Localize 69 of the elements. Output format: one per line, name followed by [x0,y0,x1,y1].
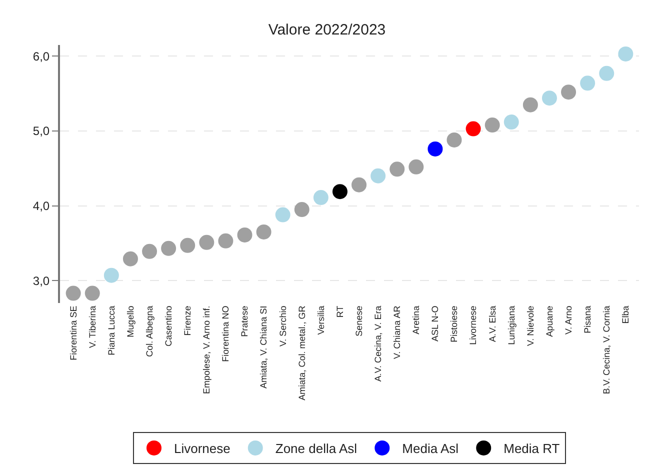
point [428,141,443,156]
x-tick-label: Piana Lucca [106,306,116,356]
point [199,234,214,250]
x-tick-label: Fiorentina NO [220,306,231,362]
point [142,244,158,259]
x-tick-label: Casentino [163,306,174,346]
x-tick-label: A.V. Cecina, V. Era [372,306,383,382]
x-tick-label: Apuane [544,306,554,337]
point [390,162,405,177]
x-tick-label: Pisana [582,306,593,334]
x-tick-label: Pistoiese [449,306,460,342]
point [275,207,290,222]
point [542,90,557,106]
point [84,286,100,301]
x-tick-label: B.V. Cecina, V. Cornia [602,306,612,394]
x-tick-label: Aretina [411,306,422,334]
x-tick-label: Fiorentina SE [68,306,78,360]
x-tick-label: Empolese, V. Arno inf. [202,306,212,394]
point [446,132,462,148]
x-tick-label: Mugello [125,306,136,338]
point [104,268,119,283]
legend-label: Media RT [504,441,560,456]
legend-label: Livornese [174,441,230,456]
x-tick-label: Livornese [468,306,478,345]
x-tick-label: V. Serchio [278,306,288,347]
x-tick-label: Col. Albegna [144,306,154,357]
x-tick-label: RT [334,305,345,318]
point [466,121,481,136]
point [237,227,252,242]
point [218,233,234,248]
x-tick-label: Firenze [182,306,193,336]
x-tick-label: Pratese [240,306,250,337]
y-tick-label: 6,0 [32,49,50,64]
point [504,114,519,130]
point [408,159,424,174]
point [618,46,634,62]
point [294,202,310,218]
point [66,286,81,301]
point [484,118,500,133]
x-tick-label: A.V. Elsa [487,306,498,342]
chart-title: Valore 2022/2023 [268,21,386,38]
legend-label: Zone della Asl [275,441,358,456]
x-tick-label: Senese [354,306,364,336]
y-tick-label: 4,0 [32,198,50,213]
point [522,97,538,112]
point [332,184,348,200]
point [161,240,176,256]
point [180,238,196,253]
y-tick-label: 3,0 [32,274,50,288]
point [599,66,614,81]
point [561,84,576,100]
x-tick-label: Elba [620,306,631,324]
y-tick-label: 5,0 [32,124,50,138]
legend-label: Media Asl [402,441,459,456]
x-tick-label: Lunigiana [506,306,516,345]
x-tick-label: Amiata, V. Chiana SI [258,306,269,389]
x-tick-label: ASL N-O [430,306,440,342]
x-tick-label: V. Tiberina [87,306,98,348]
point [256,224,272,240]
point [122,251,138,266]
x-tick-label: Versilia [316,306,326,335]
x-tick-label: V. Chiana AR [392,305,402,360]
x-tick-label: Amiata, Col. metal., GR [296,305,307,400]
point [313,190,328,206]
x-tick-label: V. Arno [563,306,574,335]
x-tick-label: V. Nievole [525,306,536,346]
point [580,76,596,91]
point [352,177,367,192]
point [370,168,386,184]
